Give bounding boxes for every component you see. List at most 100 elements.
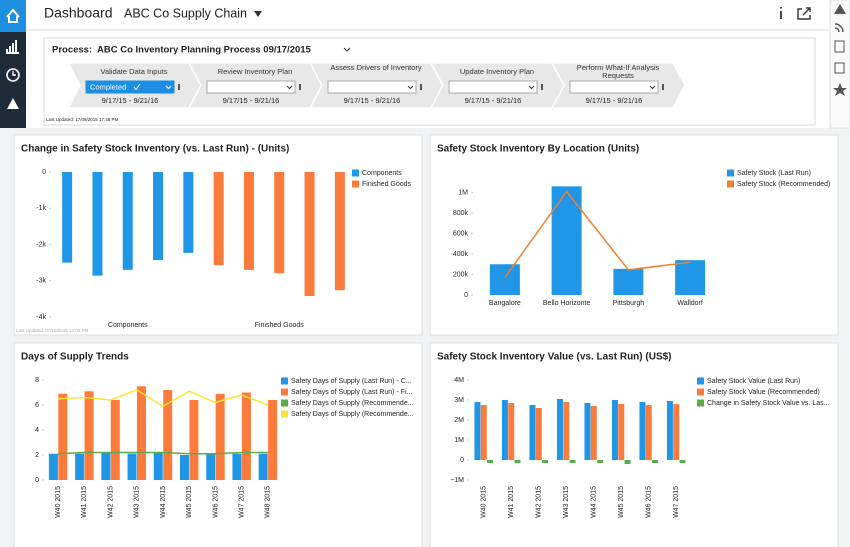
x-tick-label: W40 2015: [481, 486, 488, 518]
favorite-icon[interactable]: [833, 83, 847, 96]
y-tick-label: 4: [35, 427, 39, 434]
step-dates: 9/17/15 - 9/21/16: [223, 96, 280, 105]
calendar-icon[interactable]: [834, 62, 845, 74]
legend-swatch: [697, 399, 704, 407]
x-tick-label: Bello Horizonte: [543, 300, 591, 307]
x-tick-label: Walldorf: [677, 300, 702, 307]
step-info: [299, 84, 301, 90]
supply-chain-name: ABC Co Supply Chain: [124, 6, 247, 20]
chart-title: Days of Supply Trends: [21, 352, 129, 363]
analytics-icon[interactable]: [6, 40, 19, 54]
bar: [584, 403, 591, 460]
bar: [92, 172, 103, 276]
process-dropdown[interactable]: [343, 47, 351, 52]
step-info: [178, 84, 180, 90]
x-tick-label: W40 2015: [55, 486, 62, 518]
step-info: [420, 84, 422, 90]
supply-chain-dropdown[interactable]: [254, 11, 262, 17]
bar: [551, 186, 582, 295]
bar: [232, 453, 242, 480]
bar: [675, 260, 706, 295]
legend-swatch: [352, 180, 359, 188]
bar: [110, 400, 120, 480]
legend-label: Safety Stock Value (Last Run): [707, 378, 800, 385]
x-tick-label: W42 2015: [107, 486, 114, 518]
step-dates: 9/17/15 - 9/21/16: [344, 96, 401, 105]
y-tick-label: 0: [460, 457, 464, 464]
y-tick-label: 0: [35, 477, 39, 484]
report-icon[interactable]: [834, 40, 845, 53]
step-label: Validate Data Inputs: [100, 67, 168, 76]
legend-label: Safety Days of Supply (Last Run) - Fi...: [291, 389, 412, 396]
y-tick-label: 1M: [454, 437, 464, 444]
step-status-dropdown[interactable]: [206, 80, 296, 94]
bar: [122, 172, 133, 270]
bar: [613, 268, 644, 295]
warning-icon[interactable]: [834, 4, 846, 14]
step-status-dropdown[interactable]: [569, 80, 659, 94]
alert-icon[interactable]: [7, 98, 19, 109]
legend-label: Change in Safety Stock Value vs. Las...: [707, 400, 829, 407]
x-tick-label: W44 2015: [591, 486, 598, 518]
bar: [75, 453, 85, 480]
chart: Change in Safety Stock Inventory (vs. La…: [13, 134, 423, 336]
y-tick-label: 3M: [454, 397, 464, 404]
bar: [334, 172, 345, 291]
x-tick-label: Components: [108, 322, 148, 329]
bar: [652, 460, 659, 463]
bar: [268, 400, 278, 480]
bar: [241, 392, 251, 480]
y-tick-label: -1k: [36, 205, 46, 212]
bar: [501, 400, 508, 460]
bar: [101, 452, 111, 480]
x-tick-label: W43 2015: [134, 486, 141, 518]
feed-icon[interactable]: [834, 23, 844, 33]
bar: [563, 402, 570, 460]
clock-icon[interactable]: [6, 68, 20, 82]
chart-panel: [429, 342, 839, 547]
x-tick-label: W47 2015: [239, 486, 246, 518]
legend-label: Safety Days of Supply (Recommende...: [291, 400, 414, 407]
bar: [206, 453, 216, 480]
x-tick-label: W43 2015: [563, 486, 570, 518]
bar: [618, 404, 625, 460]
process-last-updated: Last Updated: 17/09/2015 17:48 PM: [46, 117, 119, 122]
bar: [673, 404, 680, 460]
home-button[interactable]: [0, 0, 26, 32]
chart-panel: [429, 134, 839, 336]
bar: [645, 405, 652, 460]
bar: [153, 172, 164, 261]
legend-swatch: [281, 399, 288, 407]
y-tick-label: 8: [35, 377, 39, 384]
step-status-dropdown[interactable]: [85, 80, 175, 94]
bar: [611, 400, 618, 460]
step-info: [541, 84, 543, 90]
step-status-dropdown[interactable]: [327, 80, 417, 94]
share-icon[interactable]: [797, 7, 811, 20]
legend-label: Finished Goods: [362, 181, 412, 188]
legend-swatch: [697, 388, 704, 396]
chart: Safety Stock Inventory Value (vs. Last R…: [429, 342, 839, 547]
bar: [489, 264, 520, 295]
step-status: Completed: [90, 82, 126, 91]
bar: [480, 405, 487, 460]
home-icon: [6, 8, 20, 23]
x-tick-label: W41 2015: [81, 486, 88, 518]
bar: [48, 453, 58, 480]
bar: [179, 455, 189, 480]
step-status-dropdown[interactable]: [448, 80, 538, 94]
y-tick-label: −1M: [450, 477, 464, 484]
process-label: Process:: [52, 45, 92, 56]
x-tick-label: W45 2015: [186, 486, 193, 518]
step-label: Perform What-If Analysis Requests: [576, 63, 660, 80]
y-tick-label: 0: [42, 169, 46, 176]
line: [504, 190, 691, 279]
x-tick-label: W41 2015: [508, 486, 515, 518]
y-tick-label: 400k: [453, 251, 469, 258]
chart-title: Safety Stock Inventory By Location (Unit…: [437, 144, 639, 155]
x-tick-label: W46 2015: [212, 486, 219, 518]
bar: [474, 402, 481, 460]
y-tick-label: 2M: [454, 417, 464, 424]
bar: [213, 172, 224, 266]
